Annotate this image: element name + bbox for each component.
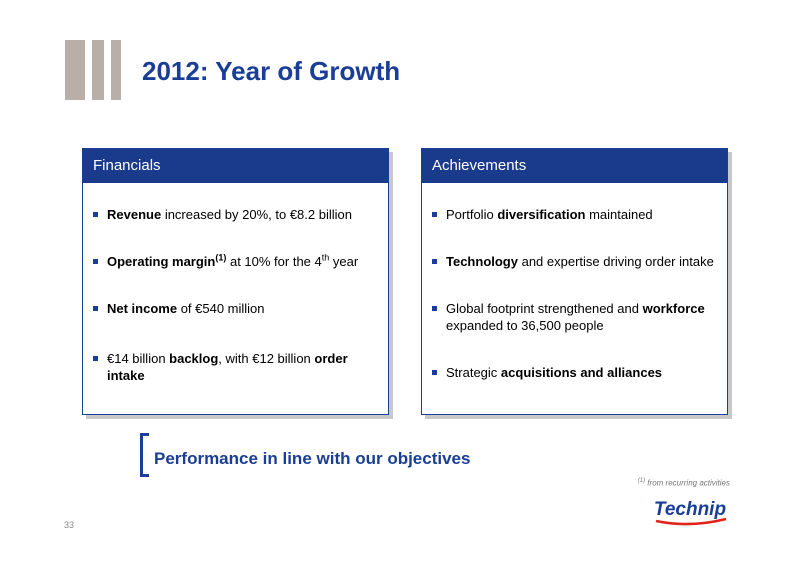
financials-panel: Financials Revenue increased by 20%, to … (82, 148, 389, 415)
footnote: (1) from recurring activities (637, 478, 730, 488)
financials-heading: Financials (83, 149, 388, 183)
achievements-panel: Achievements Portfolio diversification m… (421, 148, 728, 415)
financials-item-backlog: €14 billion backlog, with €12 billion or… (93, 350, 380, 384)
tagline-bracket (140, 433, 149, 477)
tagline: Performance in line with our objectives (154, 449, 471, 468)
achievements-heading: Achievements (422, 149, 727, 183)
achievements-item-acquisitions: Strategic acquisitions and alliances (432, 364, 719, 381)
achievements-item-diversification: Portfolio diversification maintained (432, 206, 719, 223)
financials-item-revenue: Revenue increased by 20%, to €8.2 billio… (93, 206, 380, 223)
logo-text: Technip (654, 499, 726, 520)
page-number: 33 (64, 520, 75, 530)
financials-item-operating-margin: Operating margin(1) at 10% for the 4th y… (93, 253, 380, 270)
slide-title: 2012: Year of Growth (142, 56, 401, 86)
technip-logo: Technip (654, 499, 727, 526)
financials-item-net-income: Net income of €540 million (93, 300, 380, 317)
achievements-item-workforce: Global footprint strengthened and workfo… (432, 300, 719, 334)
logo-swoosh (655, 517, 727, 526)
achievements-item-technology: Technology and expertise driving order i… (432, 253, 719, 270)
